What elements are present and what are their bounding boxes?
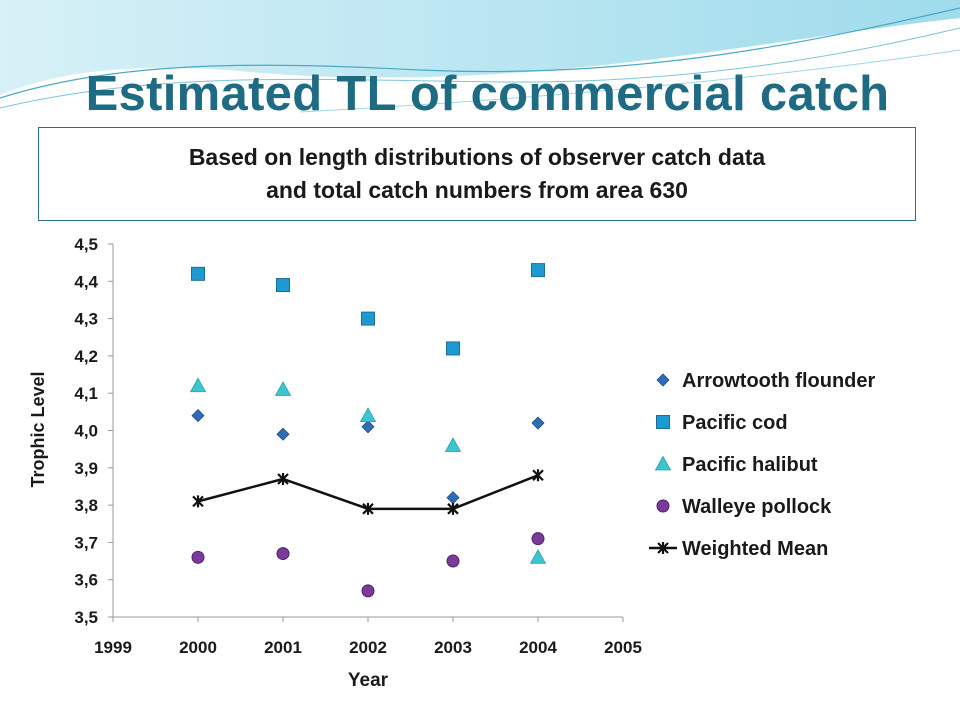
weighted-mean-point: [447, 502, 459, 515]
x-tick-label: 2002: [349, 638, 387, 657]
y-axis-label: Trophic Level: [28, 371, 48, 487]
walleye-pollock-point: [531, 532, 545, 546]
y-tick-label: 4,2: [74, 347, 98, 366]
arrowtooth-flounder-point: [361, 420, 375, 434]
legend-label-walleye-pollock: Walleye pollock: [682, 496, 832, 518]
legend-label-pacific-halibut: Pacific halibut: [682, 454, 818, 476]
weighted-mean-point: [277, 472, 289, 485]
x-tick-label: 2000: [179, 638, 217, 657]
y-tick-label: 4,5: [74, 235, 98, 254]
pacific-halibut-point: [359, 407, 377, 422]
walleye-pollock-point: [276, 547, 290, 561]
chart-marks: [189, 263, 547, 598]
arrowtooth-flounder-point: [446, 491, 460, 505]
slide-title: Estimated TL of commercial catch: [85, 67, 890, 121]
x-tick-label: 2005: [604, 638, 642, 657]
legend-marker-pacific-cod: [656, 415, 670, 429]
pacific-cod-point: [531, 263, 545, 278]
subtitle-line-2: and total catch numbers from area 630: [266, 177, 688, 203]
legend-label-weighted-mean: Weighted Mean: [682, 538, 828, 560]
weighted-mean-point: [532, 469, 544, 482]
y-tick-label: 4,1: [74, 384, 98, 403]
x-tick-label: 1999: [94, 638, 132, 657]
subtitle-box: Based on length distributions of observe…: [38, 127, 916, 221]
pacific-halibut-point: [529, 548, 547, 564]
y-tick-label: 3,6: [74, 571, 98, 590]
legend-marker-walleye-pollock: [656, 499, 670, 513]
weighted-mean-point: [192, 495, 204, 508]
pacific-halibut-point: [189, 377, 207, 393]
x-tick-label: 2001: [264, 638, 302, 657]
legend-marker-pacific-halibut: [654, 455, 672, 471]
legend-marker-weighted-mean: [657, 542, 669, 554]
subtitle-line-1: Based on length distributions of observe…: [188, 144, 766, 170]
walleye-pollock-point: [446, 554, 460, 568]
y-tick-label: 3,7: [74, 533, 98, 552]
x-axis-label: Year: [348, 670, 389, 691]
pacific-cod-point: [446, 341, 460, 356]
y-tick-label: 3,8: [74, 496, 98, 515]
walleye-pollock-point: [191, 550, 205, 564]
chart-legend: Arrowtooth flounder Pacific cod Pacific ha…: [649, 370, 876, 560]
y-tick-label: 4,3: [74, 310, 98, 329]
legend-marker-arrowtooth-flounder: [656, 373, 670, 387]
arrowtooth-flounder-point: [191, 409, 205, 423]
weighted-mean-point: [362, 502, 374, 515]
pacific-halibut-point: [274, 381, 292, 396]
x-tick-label: 2003: [434, 638, 472, 657]
x-tick-label: 2004: [519, 638, 557, 657]
y-tick-label: 3,5: [74, 608, 98, 627]
pacific-cod-point: [276, 278, 290, 293]
y-tick-label: 4,0: [74, 422, 98, 441]
y-tick-label: 3,9: [74, 459, 98, 478]
pacific-cod-point: [191, 266, 205, 281]
header-wave-decoration: [0, 0, 960, 113]
pacific-cod-point: [361, 311, 375, 326]
arrowtooth-flounder-point: [276, 427, 290, 441]
walleye-pollock-point: [361, 584, 375, 598]
legend-label-arrowtooth-flounder: Arrowtooth flounder: [682, 370, 876, 392]
chart-axes: 3,5 3,6 3,7 3,8 3,9 4,0 4,1 4,2 4,3 4,4 4,5 1999 200…: [28, 235, 642, 691]
y-tick-label: 4,4: [74, 272, 98, 291]
pacific-halibut-point: [444, 437, 462, 452]
arrowtooth-flounder-point: [531, 416, 545, 430]
legend-label-pacific-cod: Pacific cod: [682, 412, 788, 434]
